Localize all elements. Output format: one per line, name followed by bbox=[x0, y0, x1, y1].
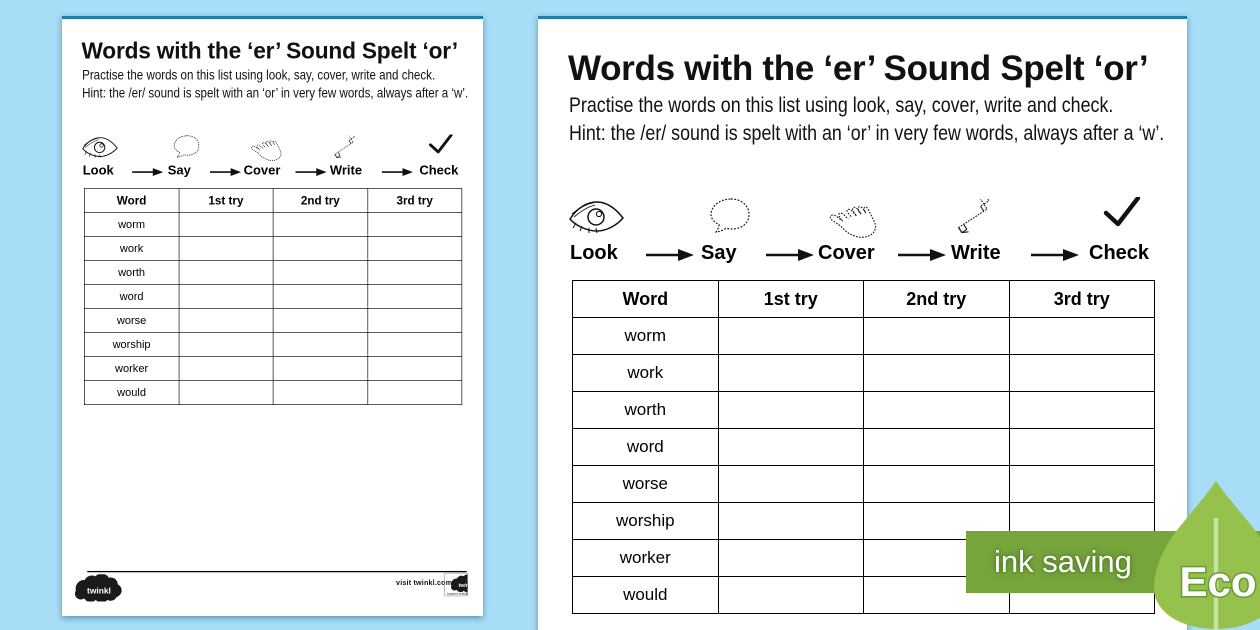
svg-text:teacher-reviewed: teacher-reviewed bbox=[447, 592, 468, 596]
svg-text:Eco: Eco bbox=[1179, 558, 1256, 605]
svg-text:twinkl: twinkl bbox=[458, 583, 468, 589]
svg-text:twinkl: twinkl bbox=[87, 586, 111, 596]
